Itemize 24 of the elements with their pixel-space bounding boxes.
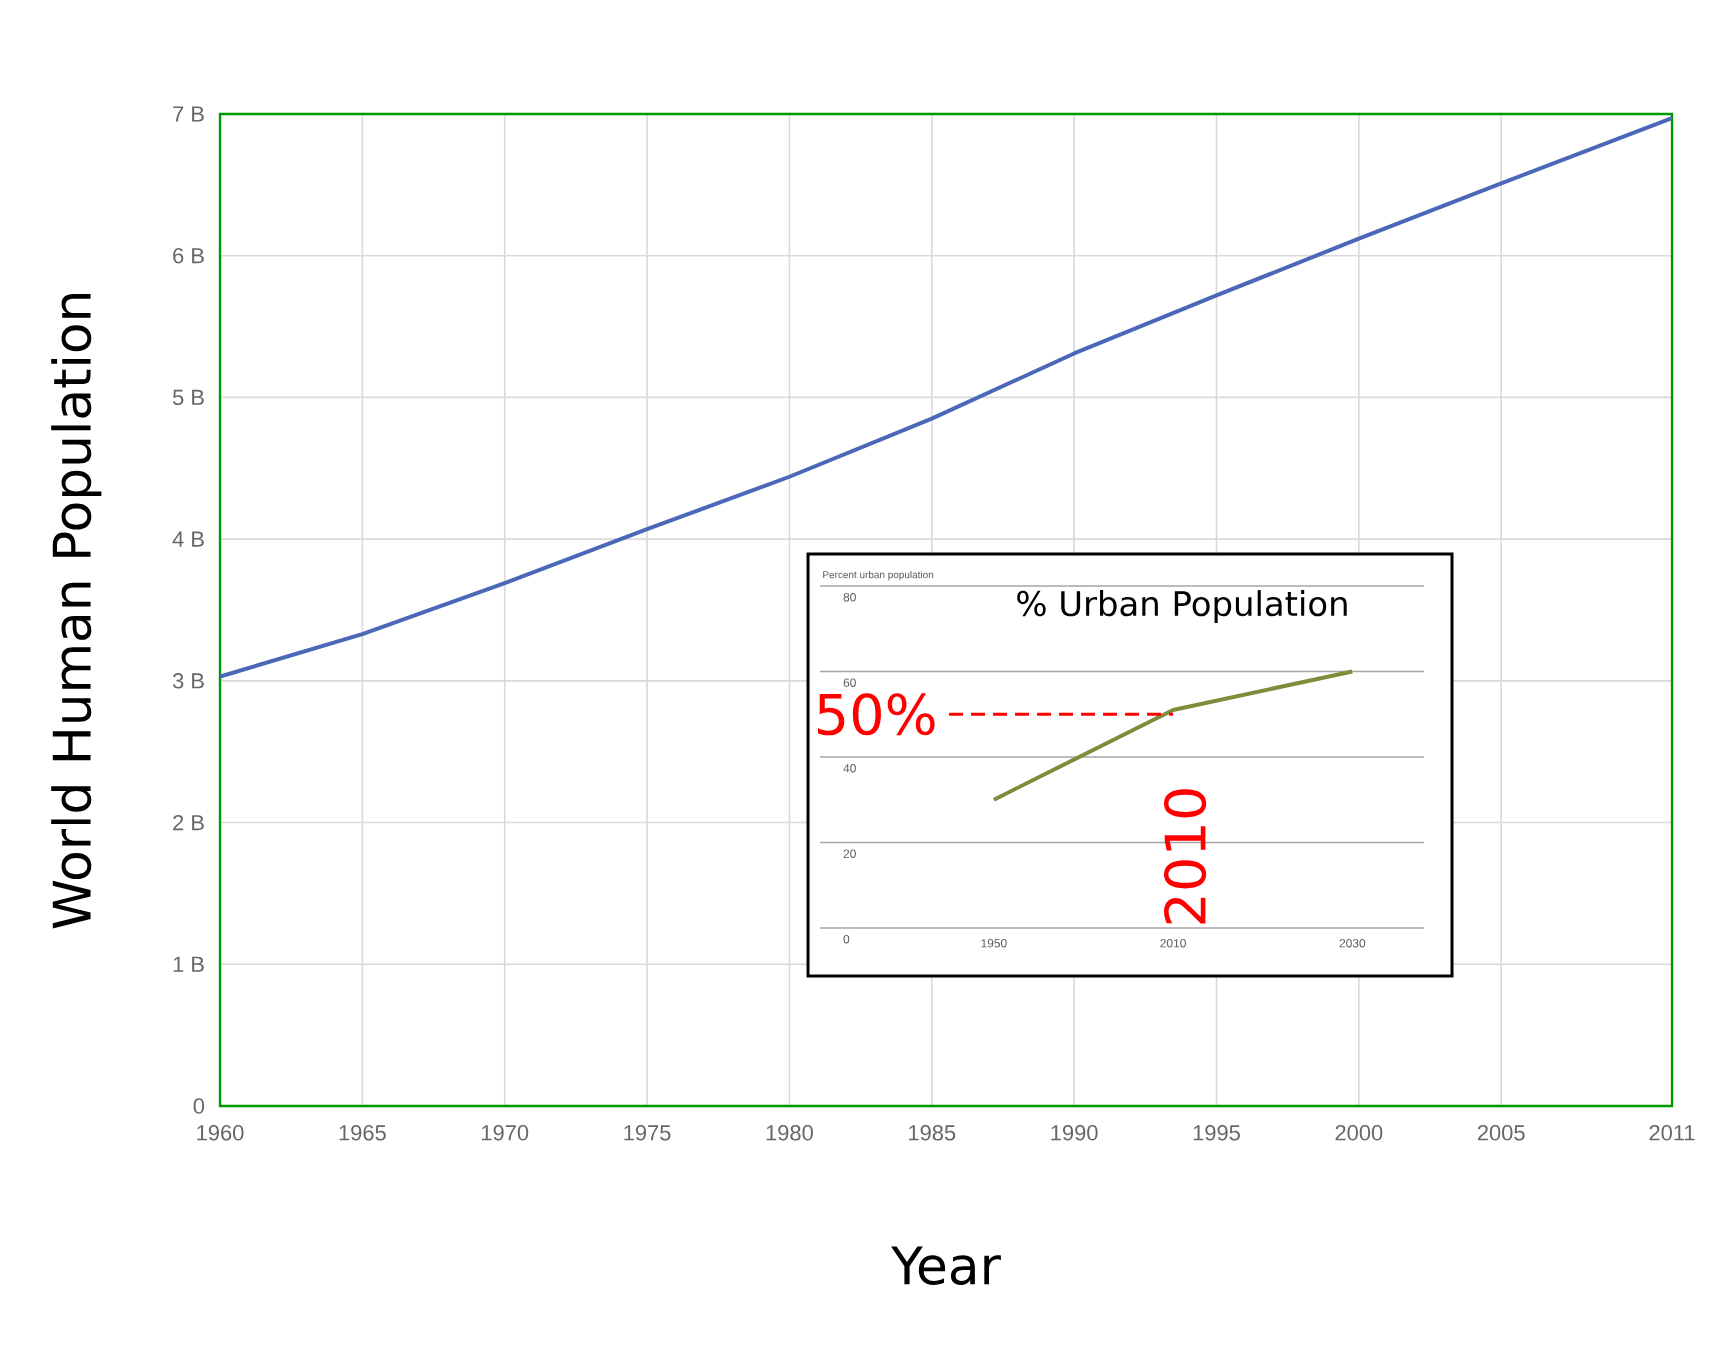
y-axis-title: World Human Population	[51, 294, 102, 929]
line-series	[220, 116, 1673, 679]
y-tick-label: 7 B	[173, 106, 204, 122]
x-tick-label: 1965	[339, 1125, 386, 1141]
y-tick-label: 3 B	[172, 673, 204, 689]
x-tick-label: 1995	[1193, 1125, 1240, 1141]
x-tick-label: 1980	[766, 1125, 813, 1141]
y-tick-label: 4 B	[172, 531, 204, 547]
x-tick-label: 2005	[1477, 1125, 1525, 1141]
ref-line-label: 50%	[818, 693, 935, 736]
y-tick-label: 5 B	[172, 389, 204, 406]
x-tick-label: 2000	[1335, 1125, 1383, 1141]
x-tick-label: 2011	[1649, 1125, 1695, 1141]
x-tick-label: 1975	[624, 1125, 671, 1141]
y-tick-label: 0	[193, 1098, 205, 1114]
chart-title: % Urban Population	[1017, 590, 1347, 623]
x-tick-label: 1985	[909, 1125, 956, 1141]
x-axis-title: Year	[891, 1246, 1001, 1285]
x-tick-label: 1970	[482, 1125, 529, 1141]
x-tick-label: 1960	[197, 1125, 244, 1141]
y-tick-label: 6 B	[173, 247, 204, 264]
x-tick-label: 1990	[1051, 1125, 1098, 1141]
y-tick-label: 1 B	[173, 956, 204, 972]
y-tick-label: 2 B	[173, 814, 204, 831]
